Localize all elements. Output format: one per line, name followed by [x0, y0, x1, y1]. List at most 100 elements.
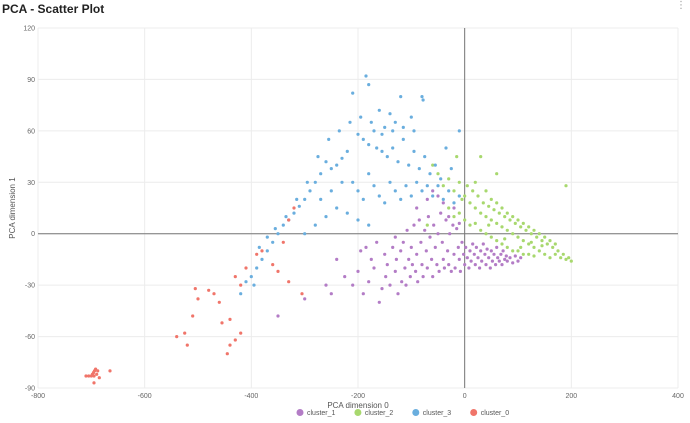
data-point-cluster_1: [503, 257, 507, 261]
data-point-cluster_0: [244, 266, 248, 270]
data-point-cluster_2: [479, 155, 483, 159]
data-points: [84, 74, 573, 385]
data-point-cluster_3: [385, 155, 389, 159]
data-point-cluster_2: [505, 228, 509, 232]
y-axis-label: PCA dimension 1: [8, 177, 17, 239]
data-point-cluster_1: [495, 245, 499, 249]
data-point-cluster_1: [464, 245, 468, 249]
data-point-cluster_3: [372, 129, 376, 133]
data-point-cluster_0: [287, 280, 291, 284]
data-point-cluster_2: [553, 242, 557, 246]
data-point-cluster_2: [516, 249, 520, 253]
data-point-cluster_2: [468, 223, 472, 227]
data-point-cluster_0: [228, 317, 232, 321]
data-point-cluster_1: [403, 266, 407, 270]
data-point-cluster_3: [388, 112, 392, 116]
data-point-cluster_3: [335, 206, 339, 210]
data-point-cluster_1: [508, 256, 512, 260]
data-point-cluster_1: [487, 256, 491, 260]
data-point-cluster_2: [551, 245, 555, 249]
data-point-cluster_3: [319, 172, 323, 176]
data-point-cluster_2: [519, 225, 523, 229]
data-point-cluster_2: [457, 180, 461, 184]
data-point-cluster_0: [207, 288, 211, 292]
data-point-cluster_1: [433, 245, 437, 249]
data-point-cluster_2: [521, 221, 525, 225]
data-point-cluster_0: [92, 374, 96, 378]
data-point-cluster_1: [519, 256, 523, 260]
data-point-cluster_2: [463, 194, 467, 198]
data-point-cluster_3: [351, 180, 355, 184]
data-point-cluster_2: [487, 204, 491, 208]
data-point-cluster_3: [337, 129, 341, 133]
data-point-cluster_0: [97, 376, 101, 380]
data-point-cluster_1: [276, 314, 280, 318]
data-point-cluster_3: [421, 98, 425, 102]
ellipsis-icon[interactable]: ⋮: [676, 0, 686, 11]
data-point-cluster_3: [412, 129, 416, 133]
data-point-cluster_3: [303, 197, 307, 201]
data-point-cluster_1: [480, 259, 484, 263]
data-point-cluster_1: [481, 242, 485, 246]
data-point-cluster_2: [495, 201, 499, 205]
data-point-cluster_2: [447, 177, 451, 181]
y-tick-label: 60: [27, 128, 35, 135]
data-point-cluster_3: [409, 194, 413, 198]
data-point-cluster_1: [356, 269, 360, 273]
data-point-cluster_1: [421, 275, 425, 279]
data-point-cluster_1: [425, 266, 429, 270]
data-point-cluster_3: [313, 223, 317, 227]
data-point-cluster_3: [415, 180, 419, 184]
data-point-cluster_2: [532, 254, 536, 258]
data-point-cluster_2: [441, 184, 445, 188]
data-point-cluster_0: [239, 331, 243, 335]
data-point-cluster_3: [391, 146, 395, 150]
data-point-cluster_3: [364, 74, 368, 78]
data-point-cluster_2: [540, 244, 544, 248]
data-point-cluster_1: [428, 235, 432, 239]
data-point-cluster_1: [432, 223, 436, 227]
data-point-cluster_1: [394, 257, 398, 261]
data-point-cluster_2: [495, 239, 499, 243]
data-point-cluster_2: [516, 218, 520, 222]
data-point-cluster_1: [343, 275, 347, 279]
data-point-cluster_1: [447, 215, 451, 219]
data-point-cluster_3: [393, 189, 397, 193]
data-point-cluster_1: [372, 266, 376, 270]
data-point-cluster_1: [485, 247, 489, 251]
data-point-cluster_1: [393, 269, 397, 273]
tick-labels: -800 -600 -400 -200 0 200 400 -90 -60 -30 0 30 60 90 1…: [23, 26, 684, 401]
data-point-cluster_1: [440, 240, 444, 244]
data-point-cluster_2: [569, 259, 573, 263]
data-point-cluster_1: [407, 257, 411, 261]
legend-marker-cluster_2: [354, 409, 362, 416]
data-point-cluster_3: [449, 167, 453, 171]
data-point-cluster_1: [457, 221, 461, 225]
data-point-cluster_3: [441, 197, 445, 201]
data-point-cluster_0: [300, 292, 304, 296]
data-point-cluster_3: [423, 155, 427, 159]
data-point-cluster_1: [401, 240, 405, 244]
data-point-cluster_1: [399, 249, 403, 253]
data-point-cluster_1: [417, 218, 421, 222]
data-point-cluster_1: [489, 249, 493, 253]
data-point-cluster_2: [511, 232, 515, 236]
data-point-cluster_0: [175, 335, 179, 339]
data-point-cluster_1: [367, 280, 371, 284]
data-point-cluster_3: [335, 163, 339, 167]
data-point-cluster_2: [489, 197, 493, 201]
data-point-cluster_3: [367, 83, 371, 87]
data-point-cluster_3: [417, 167, 421, 171]
data-point-cluster_0: [87, 374, 91, 378]
data-point-cluster_3: [316, 155, 320, 159]
data-point-cluster_3: [356, 218, 360, 222]
data-point-cluster_1: [451, 223, 455, 227]
data-point-cluster_1: [415, 206, 419, 210]
data-point-cluster_3: [391, 129, 395, 133]
data-point-cluster_1: [410, 263, 414, 267]
data-point-cluster_0: [193, 287, 197, 291]
data-point-cluster_1: [449, 269, 453, 273]
data-point-cluster_2: [452, 215, 456, 219]
data-point-cluster_3: [303, 232, 307, 236]
data-point-cluster_2: [484, 215, 488, 219]
